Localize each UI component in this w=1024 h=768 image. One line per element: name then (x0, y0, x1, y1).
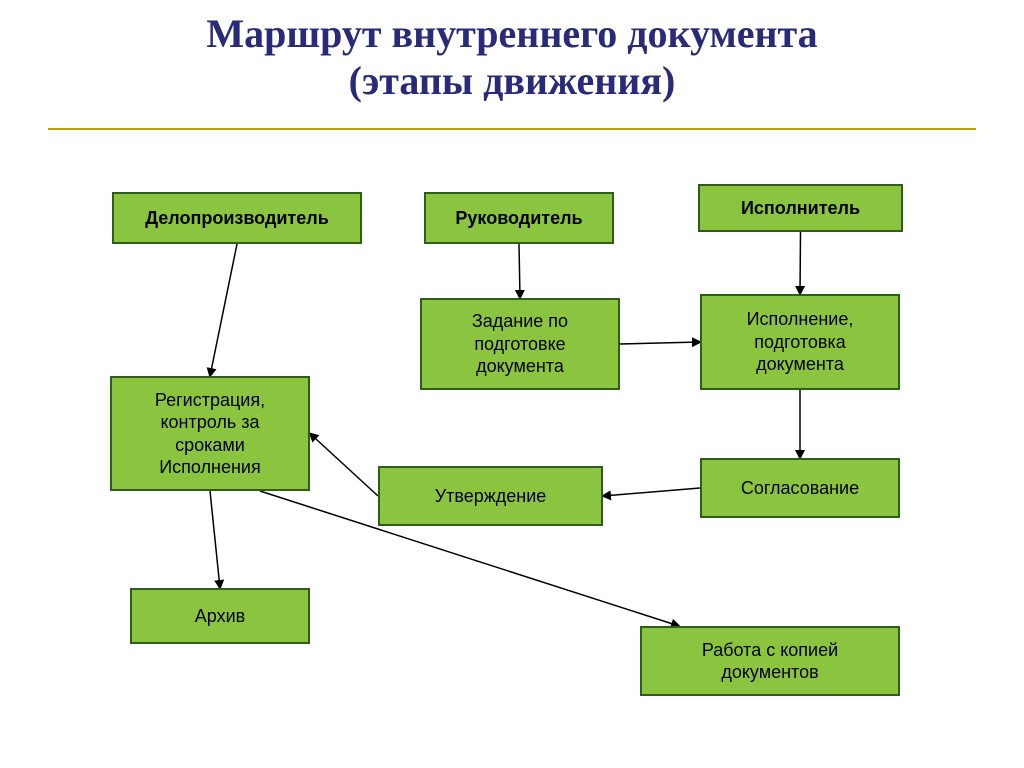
edge-reg-to-archive (210, 491, 220, 588)
edge-manager-to-task (519, 244, 520, 298)
node-manager: Руководитель (424, 192, 614, 244)
title-divider (48, 128, 976, 130)
node-executor: Исполнитель (698, 184, 903, 232)
node-copy: Работа с копией документов (640, 626, 900, 696)
node-approve: Утверждение (378, 466, 603, 526)
node-reg: Регистрация, контроль за сроками Исполне… (110, 376, 310, 491)
edge-executor-to-exec (800, 232, 801, 294)
node-exec: Исполнение, подготовка документа (700, 294, 900, 390)
node-archive: Архив (130, 588, 310, 644)
slide-title: Маршрут внутреннего документа (этапы дви… (0, 10, 1024, 104)
slide: Маршрут внутреннего документа (этапы дви… (0, 0, 1024, 768)
node-clerk: Делопроизводитель (112, 192, 362, 244)
node-task: Задание по подготовке документа (420, 298, 620, 390)
edge-task-to-exec (620, 342, 700, 344)
edge-agree-to-approve (603, 488, 700, 496)
edge-clerk-to-reg (210, 244, 237, 376)
edge-approve-to-reg (310, 434, 378, 497)
node-agree: Согласование (700, 458, 900, 518)
